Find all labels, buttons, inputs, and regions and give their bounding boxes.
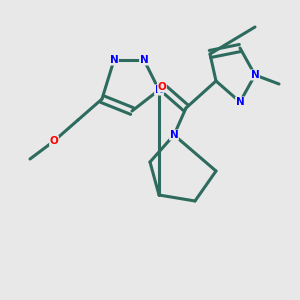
- Text: N: N: [169, 130, 178, 140]
- Text: N: N: [140, 55, 148, 65]
- Text: O: O: [158, 82, 166, 92]
- Text: O: O: [50, 136, 58, 146]
- Text: N: N: [154, 85, 164, 95]
- Text: N: N: [250, 70, 260, 80]
- Text: N: N: [110, 55, 118, 65]
- Text: N: N: [236, 97, 244, 107]
